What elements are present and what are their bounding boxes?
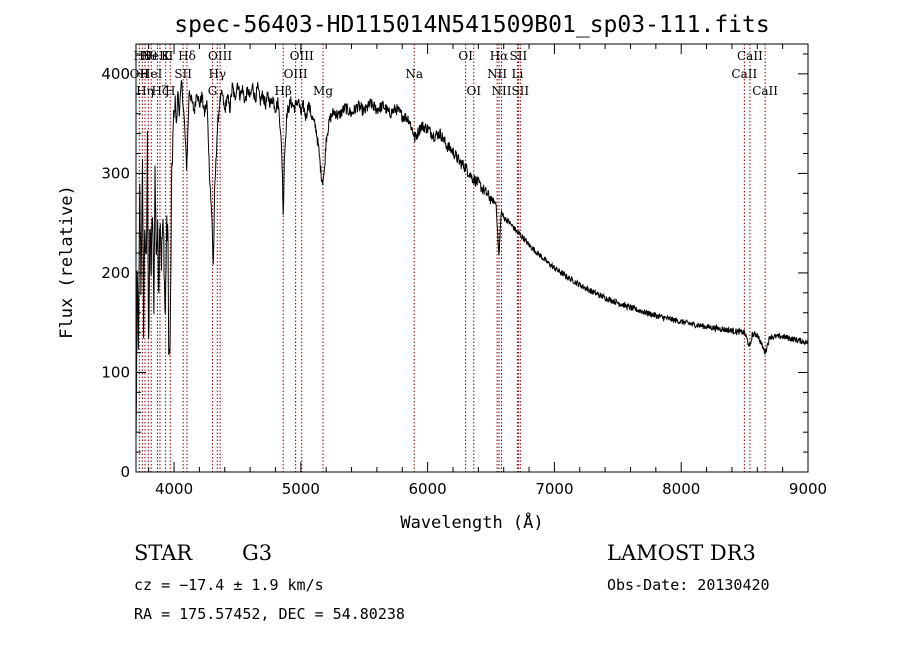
line-label-g: G bbox=[208, 84, 218, 98]
chart-title: spec-56403-HD115014N541509B01_sp03-111.f… bbox=[174, 12, 769, 38]
coordinates: RA = 175.57452, DEC = 54.80238 bbox=[134, 605, 405, 623]
line-label-oi: OI bbox=[466, 84, 481, 98]
line-label-sii: SII bbox=[174, 67, 192, 81]
observation-date: Obs-Date: 20130420 bbox=[607, 576, 770, 594]
line-label-mg: Mg bbox=[313, 84, 333, 98]
spectral-line-labels: OIIHθHηHθHeINeIIIHζKHSIIHδGHγOIIIHβOIIIO… bbox=[130, 49, 779, 98]
y-axis-ticks: 0 100 200 300 400 bbox=[101, 53, 808, 481]
plot-frame bbox=[135, 43, 809, 473]
y-tick-label: 300 bbox=[101, 164, 130, 182]
x-tick-label: 5000 bbox=[282, 480, 320, 498]
line-label-caii: CaII bbox=[731, 67, 757, 81]
line-label-li: Li bbox=[511, 67, 523, 81]
x-tick-label: 7000 bbox=[535, 480, 573, 498]
line-label-caii: CaII bbox=[752, 84, 778, 98]
line-label-caii: CaII bbox=[737, 49, 763, 63]
line-label-nii: NII bbox=[487, 67, 507, 81]
object-subclass: G3 bbox=[242, 541, 272, 565]
line-label-neiii: NeIII bbox=[142, 49, 174, 63]
object-class: STAR bbox=[134, 541, 193, 565]
spectrum-series bbox=[135, 80, 809, 441]
redshift-velocity: cz = −17.4 ± 1.9 km/s bbox=[134, 576, 324, 594]
y-tick-label: 100 bbox=[101, 363, 130, 381]
line-label-hζ: Hζ bbox=[151, 84, 168, 98]
y-tick-label: 200 bbox=[101, 264, 130, 282]
line-label-oi: OI bbox=[458, 49, 473, 63]
line-label-hei: HeI bbox=[140, 67, 163, 81]
y-axis-label: Flux (relative) bbox=[57, 185, 77, 339]
x-tick-label: 4000 bbox=[155, 480, 193, 498]
spectral-line-markers bbox=[138, 44, 766, 472]
x-tick-label: 8000 bbox=[662, 480, 700, 498]
line-label-oiii: OIII bbox=[284, 67, 308, 81]
line-label-sii: SII bbox=[511, 84, 529, 98]
x-axis-label: Wavelength (Å) bbox=[400, 511, 543, 533]
line-label-hθ: Hθ bbox=[133, 49, 151, 63]
x-tick-label: 6000 bbox=[409, 480, 447, 498]
line-label-oiii: OIII bbox=[290, 49, 314, 63]
x-axis-ticks: 4000 5000 6000 7000 8000 9000 bbox=[148, 44, 827, 498]
y-tick-label: 0 bbox=[120, 463, 130, 481]
line-label-k: K bbox=[161, 49, 171, 63]
x-tick-label: 9000 bbox=[789, 480, 827, 498]
line-label-oiii: OIII bbox=[208, 49, 232, 63]
line-label-hθ: Hθ bbox=[139, 49, 157, 63]
line-label-h: H bbox=[165, 84, 175, 98]
survey-name: LAMOST DR3 bbox=[607, 541, 756, 565]
line-label-sii: SII bbox=[510, 49, 528, 63]
line-label-hη: Hη bbox=[136, 84, 154, 98]
line-label-hβ: Hβ bbox=[275, 84, 292, 98]
spectrum-line bbox=[135, 80, 809, 441]
line-label-nii: NII bbox=[492, 84, 512, 98]
line-label-na: Na bbox=[405, 67, 423, 81]
line-label-hδ: Hδ bbox=[178, 49, 196, 63]
line-label-hα: Hα bbox=[490, 49, 509, 63]
y-tick-label: 400 bbox=[101, 65, 130, 83]
line-label-hγ: Hγ bbox=[208, 67, 226, 81]
